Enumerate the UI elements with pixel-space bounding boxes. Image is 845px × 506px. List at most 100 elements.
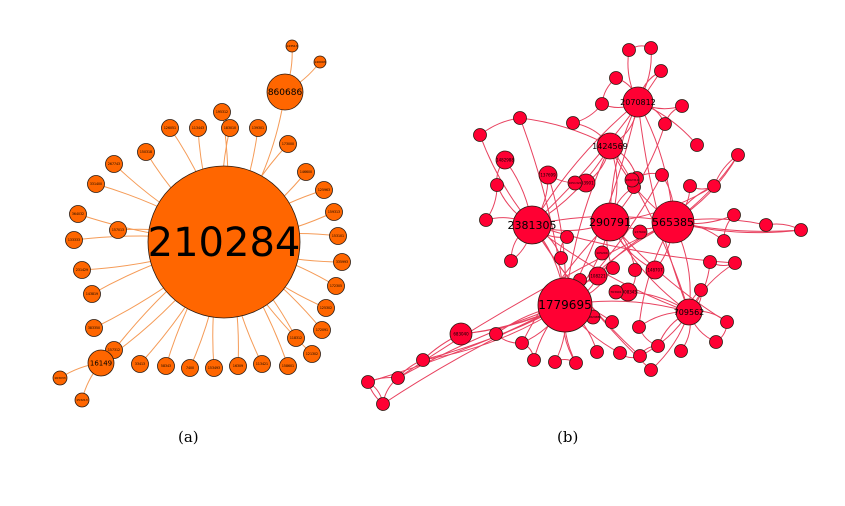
graph-a-leaf-node-label: 157312 bbox=[108, 348, 120, 352]
graph-b-leaf-node bbox=[606, 261, 620, 275]
graph-b-leaf-node bbox=[674, 344, 688, 358]
graph-b-leaf-node bbox=[655, 168, 669, 182]
graph-a-leaf-node-label: 267743 bbox=[108, 162, 120, 166]
graph-b-leaf-node bbox=[527, 353, 541, 367]
graph-a-leaf-node-label: 153493 bbox=[208, 366, 220, 370]
graph-a-leaf-node-label: 58343 bbox=[161, 364, 171, 368]
graph-a-leaf-node bbox=[189, 119, 207, 137]
graph-b-node-label: 1482988 bbox=[586, 315, 599, 319]
graph-a-leaf-node bbox=[329, 227, 347, 245]
graph-a-leaf-node-label: 163033 bbox=[54, 376, 66, 380]
graph-b-major-node-1424569 bbox=[596, 132, 624, 160]
graph-b-node bbox=[567, 175, 583, 191]
graph-a-leaf-node bbox=[213, 103, 231, 121]
graph-a-leaf-node-label: 153213 bbox=[76, 398, 88, 402]
graph-a-leaf-node-label: 118312 bbox=[290, 336, 302, 340]
graph-b-node bbox=[632, 224, 648, 240]
graph-a-leaf-node bbox=[65, 231, 83, 249]
graph-a-leaf-node bbox=[157, 357, 175, 375]
graph-b-node-label: 137699 bbox=[634, 230, 646, 234]
graph-b-node-label: 683040 bbox=[453, 331, 469, 336]
graph-b-major-node-709562-label: 709562 bbox=[674, 308, 705, 317]
graph-a-leaf-node-label: 125302 bbox=[320, 306, 332, 310]
graph-a-leaf-node bbox=[74, 392, 90, 408]
caption-b: (b) bbox=[557, 428, 579, 446]
graph-b-leaf-node bbox=[515, 336, 529, 350]
graph-a-leaf-node-label: 231429 bbox=[76, 268, 88, 272]
graph-a-leaf-node-label: 143513 bbox=[286, 44, 298, 48]
graph-b-node-label: 137699 bbox=[540, 172, 556, 177]
graph-a-leaf-node-label: 139301 bbox=[252, 126, 264, 130]
graph-a-leaf-node-label: 195312 bbox=[216, 110, 228, 114]
graph-a-leaf-node-label: 172305 bbox=[330, 284, 342, 288]
graph-a-leaf-node bbox=[297, 163, 315, 181]
graph-a-leaf-node bbox=[279, 357, 297, 375]
graph-a-leaf-node-label: 143819 bbox=[86, 292, 98, 296]
graph-b-node bbox=[624, 172, 640, 188]
graph-a-leaf-node-label: 383350 bbox=[88, 326, 100, 330]
graph-a-leaf-node-label: 33413 bbox=[135, 362, 145, 366]
graph-a-leaf-node-label: 146600 bbox=[300, 170, 312, 174]
graph-b-major-node-290791 bbox=[590, 202, 630, 242]
graph-b-leaf-node bbox=[609, 71, 623, 85]
graph-a-node-860686 bbox=[266, 73, 304, 111]
graph-b-leaf-node bbox=[361, 375, 375, 389]
graph-b-leaf-node bbox=[513, 111, 527, 125]
graph-b-leaf-node bbox=[644, 41, 658, 55]
graph-b-major-node-565385-label: 565385 bbox=[652, 216, 694, 229]
graph-a-leaf-node bbox=[279, 135, 297, 153]
graph-b-node bbox=[594, 245, 610, 261]
graph-b-node-label: 105200 bbox=[596, 251, 608, 255]
graph-a-leaf-node-label: 126051 bbox=[164, 126, 176, 130]
graph-b-leaf-node bbox=[622, 43, 636, 57]
graph-a-leaf-node-label: 16309 bbox=[233, 364, 243, 368]
graph-a-leaf-node-label: 335993 bbox=[336, 260, 348, 264]
graph-a-leaf-node bbox=[131, 355, 149, 373]
graph-b-leaf-node bbox=[504, 254, 518, 268]
graph-b-leaf-node bbox=[376, 397, 390, 411]
graph-b-major-node-1424569-label: 1424569 bbox=[592, 142, 628, 151]
graph-b-major-node-2381305 bbox=[512, 205, 552, 245]
graph-a-leaf-node-label: 158601 bbox=[282, 364, 294, 368]
graph-a-leaf-node bbox=[303, 345, 321, 363]
graph-b-leaf-node bbox=[489, 327, 503, 341]
graph-a-leaf-node bbox=[325, 203, 343, 221]
graph-a-leaf-node-label: 133333 bbox=[68, 238, 80, 242]
graph-b-node bbox=[449, 322, 473, 346]
graph-b-node-label: 1008345 bbox=[619, 289, 637, 294]
graph-a-leaf-node bbox=[333, 253, 351, 271]
graph-a-leaf-node bbox=[221, 119, 239, 137]
graph-a-leaf-node bbox=[69, 205, 87, 223]
graph-b-leaf-node bbox=[473, 128, 487, 142]
graph-b-edges bbox=[367, 45, 802, 405]
graph-a-leaf-node bbox=[52, 370, 68, 386]
graph-b-node-label: 1482988 bbox=[496, 157, 514, 162]
graph-b-leaf-node bbox=[703, 255, 717, 269]
graph-b-leaf-node bbox=[658, 117, 672, 131]
graph-b-leaf-node bbox=[759, 218, 773, 232]
graph-b-major-node-1779695 bbox=[537, 277, 593, 333]
graph-b-node bbox=[645, 260, 665, 280]
graph-a-leaf-node bbox=[313, 321, 331, 339]
graph-b-edge bbox=[397, 221, 674, 379]
graph-b: 137699 763901 1482988 148707 1008345 683040 10… bbox=[361, 41, 808, 411]
graph-a-leaf-node-label: 172091 bbox=[316, 328, 328, 332]
graph-b-leaf-node bbox=[548, 355, 562, 369]
graph-b-leaf-node bbox=[709, 335, 723, 349]
graph-a-leaf-node-label: 331400 bbox=[90, 182, 102, 186]
graph-a-leaf-node-label: 125963 bbox=[318, 188, 330, 192]
graph-a-leaf-node-label: 113443 bbox=[192, 126, 204, 130]
graph-b-leaf-node bbox=[391, 371, 405, 385]
graph-b-leaf-node bbox=[613, 346, 627, 360]
graph-b-leaf-node bbox=[683, 179, 697, 193]
graph-b-leaf-node bbox=[644, 363, 658, 377]
graph-a-hub-node-label: 210284 bbox=[148, 220, 301, 266]
graph-b-major-node-709562 bbox=[675, 298, 703, 326]
graph-b-leaf-node bbox=[479, 213, 493, 227]
graph-b-major-node-290791-label: 290791 bbox=[589, 216, 631, 229]
graph-b-leaf-node bbox=[628, 263, 642, 277]
graph-a-leaf-node bbox=[181, 359, 199, 377]
graph-a-leaf-node-label: 173000 bbox=[282, 142, 294, 146]
graph-a-leaf-node bbox=[137, 143, 155, 161]
